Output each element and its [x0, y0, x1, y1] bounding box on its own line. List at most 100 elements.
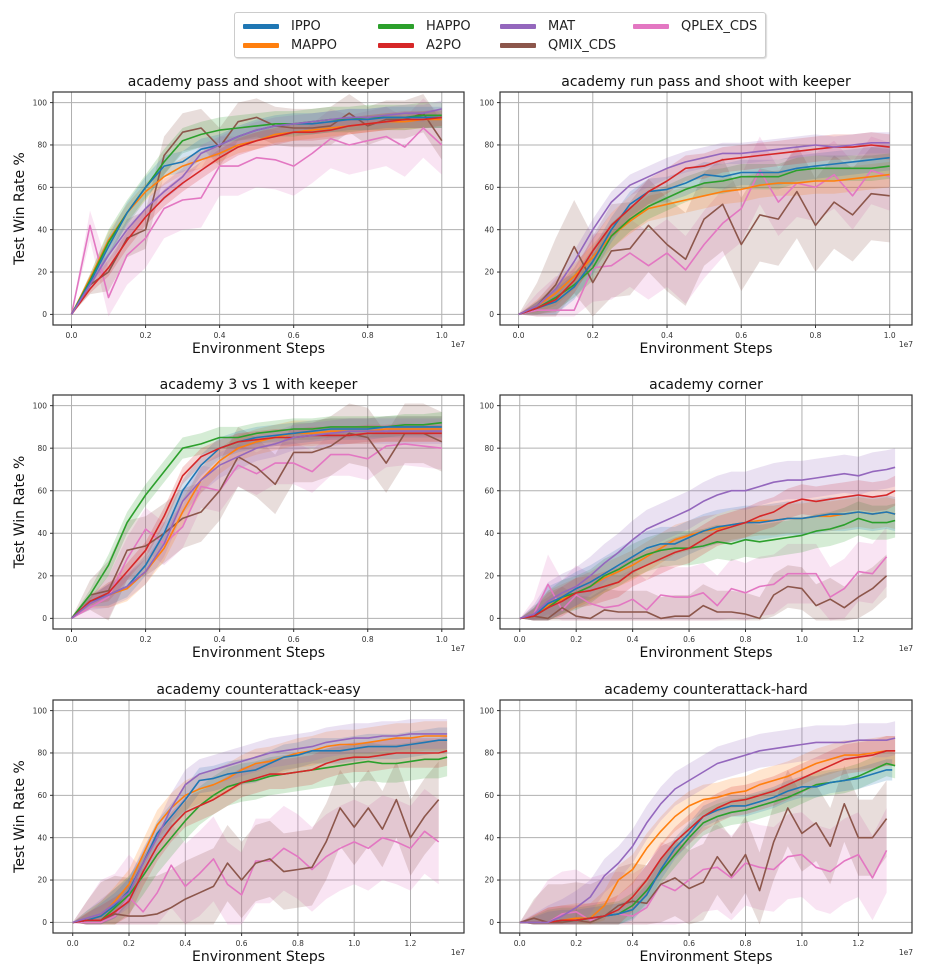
y-tick-label: 40 [484, 225, 494, 234]
x-tick-label: 0.4 [627, 635, 639, 644]
y-tick-label: 60 [484, 791, 494, 800]
x-tick-label: 1.0 [436, 331, 448, 340]
line-a2po [518, 144, 890, 316]
band-a2po [71, 424, 442, 619]
line-mat [72, 733, 448, 924]
legend-swatch [500, 42, 536, 48]
line-qplex-cds [518, 169, 890, 316]
legend-entry-happo: HAPPO [378, 17, 471, 35]
band-happo [519, 750, 896, 925]
x-tick-label: 0.4 [627, 939, 639, 948]
x-offset-label: 1e7 [899, 340, 913, 349]
legend-entry-mappo: MAPPO [243, 36, 337, 54]
x-tick-label: 0.2 [140, 331, 152, 340]
x-axis-label: Environment Steps [192, 341, 325, 357]
legend-label: MAPPO [291, 37, 338, 53]
y-tick-label: 60 [484, 183, 494, 192]
x-tick-label: 0.2 [570, 939, 582, 948]
y-tick-label: 100 [480, 706, 495, 715]
x-axis-label: Environment Steps [639, 645, 772, 661]
legend-label: MAT [548, 18, 576, 34]
x-tick-label: 0.4 [214, 331, 226, 340]
band-happo [71, 412, 442, 619]
x-tick-label: 0.8 [810, 331, 822, 340]
x-offset-label: 1e7 [451, 644, 465, 653]
legend-label: QPLEX_CDS [681, 18, 758, 34]
x-tick-label: 0.0 [66, 635, 78, 644]
y-axis-label: Test Win Rate % [12, 456, 28, 570]
band-mat [71, 418, 442, 619]
x-tick-label: 0.2 [140, 635, 152, 644]
band-mappo [519, 736, 896, 925]
x-tick-label: 0.2 [570, 635, 582, 644]
x-tick-label: 0.6 [735, 331, 747, 340]
x-tick-label: 1.2 [852, 635, 864, 644]
legend-label: HAPPO [426, 18, 471, 34]
band-a2po [518, 132, 890, 315]
x-tick-label: 0.0 [67, 939, 79, 948]
line-a2po [519, 750, 896, 924]
axes-frame [52, 91, 465, 326]
x-tick-label: 0.0 [513, 331, 525, 340]
legend-swatch [633, 23, 669, 29]
chart-title: academy run pass and shoot with keeper [561, 74, 851, 90]
line-qplex-cds [519, 556, 888, 620]
band-qmix-cds [71, 94, 442, 315]
x-offset-label: 1e7 [899, 948, 913, 957]
chart-title: academy 3 vs 1 with keeper [160, 377, 358, 393]
band-qmix-cds [71, 403, 442, 621]
line-happo [519, 517, 896, 620]
y-tick-label: 100 [33, 401, 48, 410]
legend-label: QMIX_CDS [548, 37, 617, 53]
plot-area [519, 721, 896, 925]
y-tick-label: 0 [42, 310, 47, 319]
axes-frame [52, 394, 465, 630]
chart-title: academy pass and shoot with keeper [128, 74, 390, 90]
grid [500, 700, 912, 933]
band-mat [518, 132, 890, 315]
line-qmix-cds [70, 432, 443, 619]
band-ippo [72, 727, 448, 925]
x-offset-label: 1e7 [451, 340, 465, 349]
y-tick-label: 80 [484, 444, 494, 453]
y-tick-label: 40 [484, 833, 494, 842]
legend-swatch [243, 42, 279, 48]
band-mappo [71, 416, 442, 619]
subplot-4: 0.0 0.2 0.4 0.6 0.8 1.0 1.2 0 20 40 60 80 100 1e7 acad… [480, 377, 914, 661]
y-tick-label: 60 [37, 486, 47, 495]
y-tick-label: 40 [37, 833, 47, 842]
x-tick-label: 0.4 [179, 939, 191, 948]
x-axis-label: Environment Steps [192, 949, 325, 965]
band-qplex-cds [71, 98, 442, 317]
chart-title: academy counterattack-easy [156, 682, 360, 698]
x-tick-label: 0.0 [514, 939, 526, 948]
x-tick-label: 0.4 [214, 635, 226, 644]
y-tick-label: 20 [484, 268, 494, 277]
y-tick-label: 80 [37, 141, 47, 150]
line-mappo [519, 750, 896, 924]
band-mat [72, 719, 448, 925]
band-happo [519, 501, 896, 621]
legend-swatch [243, 23, 279, 29]
line-a2po [519, 489, 896, 620]
line-a2po [70, 432, 442, 619]
line-qmix-cds [519, 575, 888, 620]
y-tick-label: 60 [37, 791, 47, 800]
axes-frame [52, 699, 465, 934]
band-ippo [71, 416, 442, 619]
x-tick-label: 0.2 [123, 939, 135, 948]
band-mat [71, 100, 442, 315]
line-qmix-cds [72, 798, 440, 924]
band-mat [519, 448, 896, 621]
y-tick-label: 20 [37, 268, 47, 277]
band-a2po [519, 736, 896, 925]
x-tick-label: 1.2 [852, 939, 864, 948]
x-tick-label: 0.6 [683, 939, 695, 948]
axes-frame [499, 91, 913, 326]
band-qplex-cds [519, 526, 887, 621]
y-tick-label: 80 [484, 141, 494, 150]
x-tick-label: 0.6 [683, 635, 695, 644]
legend-label: A2PO [426, 37, 462, 53]
y-axis-label: Test Win Rate % [12, 760, 28, 874]
